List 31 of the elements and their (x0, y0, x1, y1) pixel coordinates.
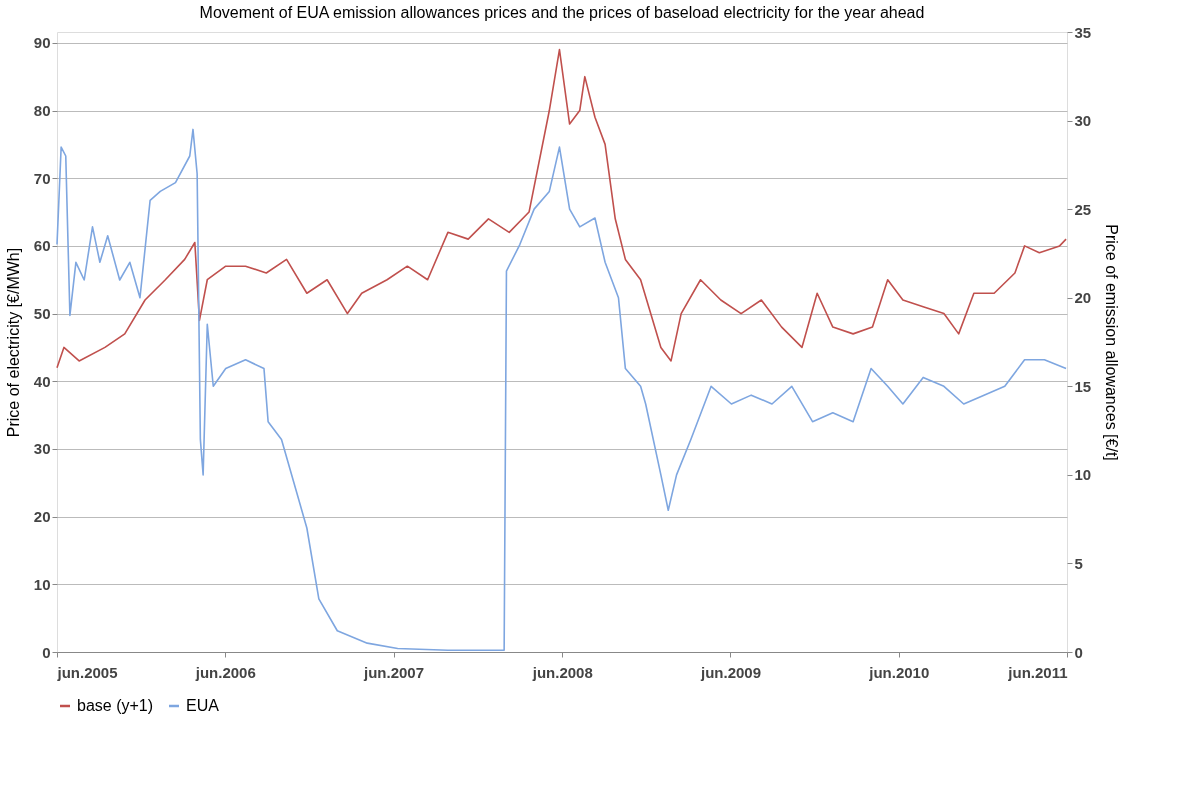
y2-tick-label: 25 (1074, 200, 1092, 218)
x-tick-label: jun.2005 (56, 663, 118, 681)
legend-label: base (y+1) (77, 697, 154, 714)
y2-tick-label: 35 (1074, 23, 1092, 41)
y-tick-label: 70 (33, 169, 51, 187)
y2-tick-label: 20 (1074, 289, 1092, 307)
y2-axis-title: Price of emission allowances [€/t] (1103, 224, 1121, 461)
y-tick-label: 20 (33, 508, 51, 526)
x-tick-label: jun.2010 (868, 663, 930, 681)
y-tick-label: 0 (42, 643, 51, 661)
x-tick-label: jun.2009 (699, 663, 761, 681)
y2-tick-label: 30 (1074, 112, 1092, 130)
x-tick-label: jun.2008 (531, 663, 593, 681)
x-tick-label: jun.2011 (1007, 663, 1068, 681)
y-tick-label: 60 (33, 237, 51, 255)
line-series (56, 48, 1067, 369)
y2-tick-label: 0 (1074, 643, 1083, 661)
y-axis-title: Price of electricity [€/MWh] (4, 247, 22, 438)
x-tick-label: jun.2006 (194, 663, 256, 681)
y-tick-label: 80 (33, 102, 51, 120)
x-tick-label: jun.2007 (363, 663, 425, 681)
y-tick-label: 50 (33, 305, 51, 323)
y2-tick-label: 15 (1074, 377, 1092, 395)
chart-title: Movement of EUA emission allowances prices and the prices of baseload electricity for the year ahead (199, 4, 925, 21)
y2-tick-label: 10 (1074, 466, 1092, 484)
y-tick-label: 10 (33, 575, 51, 593)
y-tick-label: 90 (33, 34, 51, 52)
y-tick-label: 40 (33, 372, 51, 390)
y-tick-label: 30 (33, 440, 51, 458)
y2-tick-label: 5 (1074, 554, 1083, 572)
legend-label: EUA (186, 697, 220, 714)
